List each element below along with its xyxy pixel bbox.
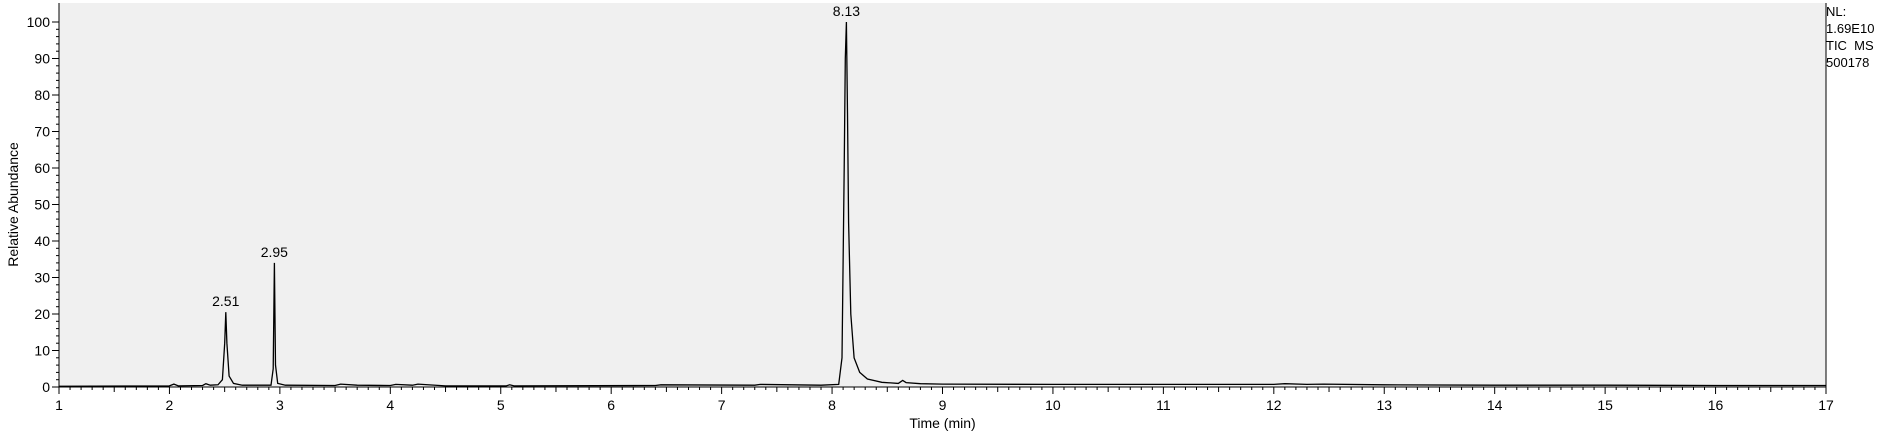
x-tick-label: 10 (1045, 397, 1061, 413)
x-tick-label: 8 (828, 397, 836, 413)
plot-area (59, 3, 1826, 387)
x-tick-label: 9 (939, 397, 947, 413)
peak-labels: 2.51 2.95 8.13 (212, 3, 860, 309)
info-normalization-label: NL: (1826, 4, 1847, 19)
x-tick-label: 13 (1376, 397, 1392, 413)
x-tick-label: 4 (386, 397, 394, 413)
y-tick-label: 90 (34, 51, 50, 67)
x-tick-label: 5 (497, 397, 505, 413)
y-tick-label: 20 (34, 306, 50, 322)
y-tick-label: 10 (34, 343, 50, 359)
x-tick-label: 1 (55, 397, 63, 413)
y-tick-label: 100 (27, 14, 51, 30)
y-tick-label: 50 (34, 197, 50, 213)
x-tick-label: 15 (1597, 397, 1613, 413)
peak-label: 2.95 (261, 244, 288, 260)
x-tick-label: 6 (607, 397, 615, 413)
y-axis-ticks: 0 10 20 30 40 50 60 70 80 90 100 (27, 14, 59, 395)
y-tick-label: 80 (34, 87, 50, 103)
x-tick-label: 2 (166, 397, 174, 413)
x-tick-label: 12 (1266, 397, 1282, 413)
y-tick-label: 0 (42, 379, 50, 395)
info-normalization-value: 1.69E10 (1826, 21, 1875, 36)
y-axis-title: Relative Abundance (5, 142, 21, 267)
y-tick-label: 60 (34, 160, 50, 176)
y-tick-label: 30 (34, 270, 50, 286)
y-tick-label: 40 (34, 233, 50, 249)
x-tick-label: 7 (718, 397, 726, 413)
x-tick-label: 14 (1487, 397, 1503, 413)
x-axis-title: Time (min) (909, 415, 975, 431)
x-tick-label: 16 (1708, 397, 1724, 413)
info-sample-id: 500178 (1826, 55, 1870, 70)
x-tick-label: 11 (1156, 397, 1171, 413)
peak-label: 2.51 (212, 293, 239, 309)
x-tick-label: 17 (1818, 397, 1834, 413)
series-line-tic (58, 21, 1826, 387)
y-tick-label: 70 (34, 124, 50, 140)
peak-label: 8.13 (833, 3, 860, 19)
info-scan-filter: TIC MS (1826, 38, 1874, 53)
x-tick-label: 3 (276, 397, 284, 413)
x-axis-ticks: 1 2 3 4 5 6 7 8 9 10 11 12 13 14 15 16 17 (55, 387, 1834, 413)
